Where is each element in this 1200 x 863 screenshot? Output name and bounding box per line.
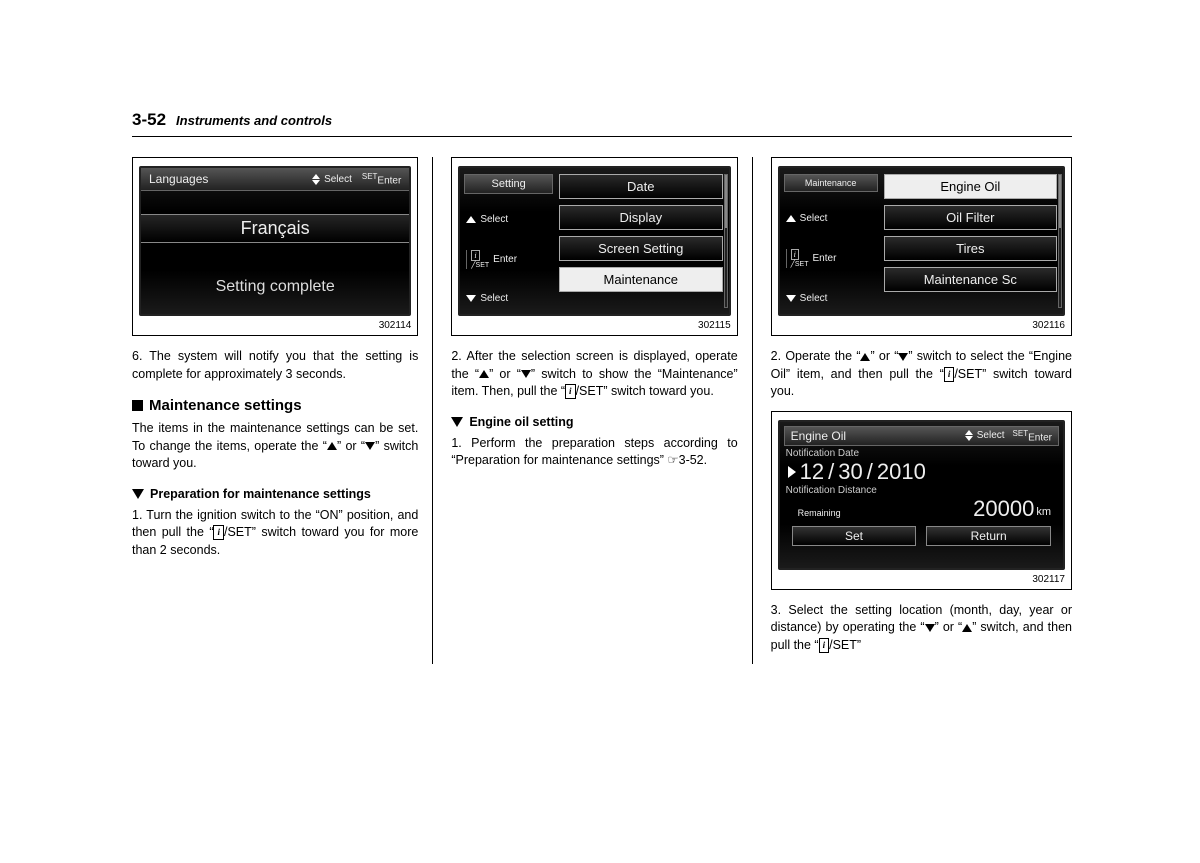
column-2: Setting Select i╱SETEnter Select Date Di…	[451, 157, 752, 664]
page-header: 3-52 Instruments and controls	[132, 110, 1072, 130]
down-arrow-icon	[786, 295, 796, 302]
engine-oil-step-1: 1. Perform the preparation steps accordi…	[451, 435, 737, 470]
manual-page: 3-52 Instruments and controls Languages …	[132, 110, 1072, 664]
lcd-selected-language: Français	[141, 214, 409, 243]
columns: Languages Select SETEnter Français Setti…	[132, 157, 1072, 664]
scrollbar-icon	[724, 174, 728, 308]
pointer-icon	[788, 466, 796, 478]
up-arrow-icon	[786, 215, 796, 222]
lcd-engine-oil-detail: Engine Oil Select SETEnter Notification …	[778, 420, 1065, 570]
menu-item-maintenance: Maintenance	[559, 267, 723, 292]
column-3: Maintenance Select i╱SETEnter Select Eng…	[771, 157, 1072, 664]
lcd-title: Languages	[149, 172, 208, 186]
maintenance-intro: The items in the maintenance settings ca…	[132, 420, 418, 473]
info-icon: i	[565, 384, 576, 399]
figure-number: 302115	[458, 320, 730, 331]
lcd-return-button: Return	[926, 526, 1051, 546]
lcd-maintenance-menu: Maintenance Select i╱SETEnter Select Eng…	[778, 166, 1065, 316]
column-1: Languages Select SETEnter Français Setti…	[132, 157, 433, 664]
menu-item-oil-filter: Oil Filter	[884, 205, 1057, 230]
figure-number: 302116	[778, 320, 1065, 331]
down-arrow-icon	[925, 624, 935, 632]
updown-icon	[312, 174, 320, 185]
figure-302117: Engine Oil Select SETEnter Notification …	[771, 411, 1072, 590]
lcd-menu-list: Date Display Screen Setting Maintenance	[557, 168, 729, 314]
down-arrow-icon	[365, 442, 375, 450]
header-rule	[132, 136, 1072, 137]
notification-distance-label: Notification Distance	[784, 485, 1059, 496]
prep-subheading: Preparation for maintenance settings	[132, 487, 418, 501]
maintenance-heading: Maintenance settings	[132, 397, 418, 414]
lcd-setting-menu: Setting Select i╱SETEnter Select Date Di…	[458, 166, 730, 316]
lcd-status: Setting complete	[141, 266, 409, 314]
lcd-enter-label: Enter	[377, 175, 401, 186]
notification-distance: Remaining 20000 km	[784, 496, 1059, 522]
square-bullet-icon	[132, 400, 143, 411]
col3-step-3: 3. Select the setting location (month, d…	[771, 602, 1072, 655]
prep-step-1: 1. Turn the ignition switch to the “ON” …	[132, 507, 418, 560]
up-arrow-icon	[962, 624, 972, 632]
down-arrow-icon	[521, 370, 531, 378]
menu-item-tires: Tires	[884, 236, 1057, 261]
figure-number: 302117	[778, 574, 1065, 585]
lcd-left-title: Setting	[464, 174, 553, 194]
menu-item-maintenance-sched: Maintenance Sc	[884, 267, 1057, 292]
menu-item-engine-oil: Engine Oil	[884, 174, 1057, 199]
lcd-languages: Languages Select SETEnter Français Setti…	[139, 166, 411, 316]
down-arrow-icon	[898, 353, 908, 361]
down-arrow-icon	[466, 295, 476, 302]
figure-302116: Maintenance Select i╱SETEnter Select Eng…	[771, 157, 1072, 336]
up-arrow-icon	[466, 216, 476, 223]
figure-302114: Languages Select SETEnter Français Setti…	[132, 157, 418, 336]
page-number: 3-52	[132, 110, 166, 130]
step-6-text: 6. The system will notify you that the s…	[132, 348, 418, 383]
lcd-left-title: Maintenance	[784, 174, 878, 192]
notification-date: 12/ 30/ 2010	[784, 459, 1059, 485]
figure-number: 302114	[139, 320, 411, 331]
col2-step-2: 2. After the selection screen is display…	[451, 348, 737, 401]
triangle-bullet-icon	[132, 489, 144, 499]
figure-302115: Setting Select i╱SETEnter Select Date Di…	[451, 157, 737, 336]
notification-date-label: Notification Date	[784, 448, 1059, 459]
section-title: Instruments and controls	[176, 113, 332, 128]
lcd-set-button: Set	[792, 526, 917, 546]
info-icon: i	[213, 525, 224, 540]
subheading-text: Preparation for maintenance settings	[150, 487, 371, 501]
subheading-text: Engine oil setting	[469, 415, 573, 429]
up-arrow-icon	[327, 442, 337, 450]
info-icon: i	[944, 367, 955, 382]
triangle-bullet-icon	[451, 417, 463, 427]
menu-item-screen-setting: Screen Setting	[559, 236, 723, 261]
scrollbar-icon	[1058, 174, 1062, 308]
lcd-set-label: SET	[362, 172, 378, 181]
up-arrow-icon	[860, 353, 870, 361]
lcd-title: Engine Oil	[791, 429, 846, 443]
menu-item-display: Display	[559, 205, 723, 230]
lcd-menu-list: Engine Oil Oil Filter Tires Maintenance …	[882, 168, 1063, 314]
engine-oil-subheading: Engine oil setting	[451, 415, 737, 429]
lcd-select-label: Select	[324, 174, 352, 185]
heading-text: Maintenance settings	[149, 397, 302, 414]
up-arrow-icon	[479, 370, 489, 378]
menu-item-date: Date	[559, 174, 723, 199]
info-icon: i	[819, 638, 830, 653]
col3-step-2: 2. Operate the “” or “” switch to select…	[771, 348, 1072, 401]
